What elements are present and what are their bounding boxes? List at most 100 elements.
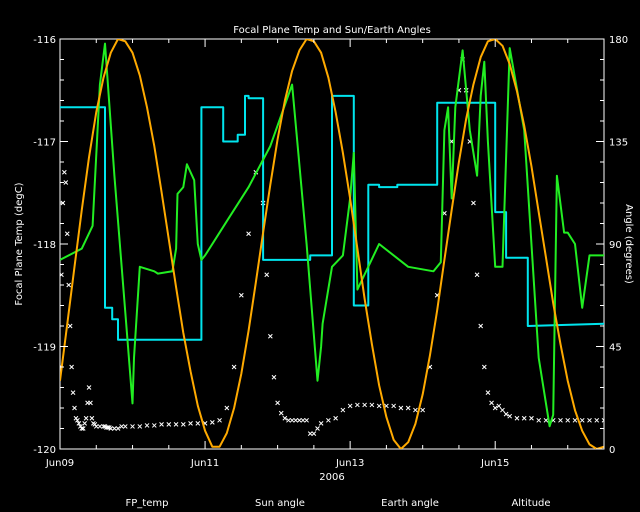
y-right-tick-label: 90 bbox=[609, 240, 622, 251]
fp-temp-point bbox=[507, 413, 513, 419]
fp-temp-point bbox=[60, 272, 64, 278]
fp-temp-point bbox=[195, 421, 201, 426]
fp-temp-point bbox=[188, 421, 193, 426]
fp-temp-point bbox=[376, 403, 382, 409]
fp-temp-point bbox=[137, 424, 143, 429]
x-tick-label: Jun13 bbox=[335, 458, 364, 469]
fp-temp-point bbox=[340, 407, 346, 413]
fp-temp-point bbox=[69, 364, 74, 370]
fp-temp-point bbox=[63, 180, 69, 185]
fp-temp-point bbox=[97, 424, 103, 429]
x-tick-label: Jun15 bbox=[480, 458, 509, 469]
fp-temp-point bbox=[70, 390, 76, 395]
y-right-tick-label: 135 bbox=[609, 138, 628, 149]
axes-layer: Jun09 Jun11 Jun13 Jun15 -116 -117 -118 -119 -120… bbox=[33, 35, 628, 469]
legend-earth-angle: Earth angle bbox=[381, 498, 439, 509]
y-left-tick-label: -118 bbox=[33, 240, 56, 251]
fp-temp-point bbox=[474, 272, 480, 278]
fp-temp-point bbox=[72, 405, 77, 411]
fp-temp-point bbox=[318, 421, 324, 426]
fp-temp-point bbox=[355, 402, 360, 408]
fp-temp-point bbox=[565, 417, 571, 423]
y-axis-left-label: Focal Plane Temp (degC) bbox=[14, 182, 25, 305]
x-tick-label: Jun11 bbox=[190, 458, 219, 469]
fp-temp-point bbox=[405, 405, 411, 411]
fp-temp-point bbox=[503, 411, 509, 417]
fp-temp-point bbox=[151, 423, 157, 428]
fp-temp-point bbox=[391, 403, 397, 409]
fp-temp-point bbox=[224, 405, 230, 411]
fp-temp-point bbox=[587, 417, 592, 423]
fp-temp-point bbox=[83, 415, 89, 421]
fp-temp-point bbox=[300, 417, 306, 423]
series-line bbox=[60, 39, 604, 449]
series-fp-temp bbox=[60, 57, 604, 436]
fp-temp-point bbox=[492, 405, 498, 411]
y-right-tick-label: 0 bbox=[609, 445, 615, 456]
fp-temp-point bbox=[489, 400, 494, 406]
fp-temp-point bbox=[238, 292, 244, 298]
fp-temp-point bbox=[307, 431, 313, 436]
y-right-tick-label: 45 bbox=[609, 343, 622, 354]
fp-temp-point bbox=[289, 417, 295, 423]
y-left-tick-label: -116 bbox=[33, 35, 56, 46]
series-line bbox=[60, 94, 604, 341]
fp-temp-point bbox=[558, 417, 563, 423]
fp-temp-point bbox=[282, 415, 288, 421]
y-left-tick-label: -120 bbox=[33, 445, 56, 456]
fp-temp-point bbox=[594, 417, 600, 423]
fp-temp-point bbox=[246, 231, 251, 237]
series-altitude bbox=[60, 39, 604, 449]
fp-temp-point bbox=[76, 421, 82, 426]
fp-temp-point bbox=[82, 421, 88, 426]
fp-temp-point bbox=[326, 417, 331, 423]
fp-temp-point bbox=[500, 407, 505, 413]
fp-temp-point bbox=[101, 424, 106, 429]
fp-temp-point bbox=[209, 419, 215, 425]
legend-altitude: Altitude bbox=[511, 498, 550, 509]
fp-temp-point bbox=[86, 385, 92, 390]
fp-temp-point bbox=[108, 426, 114, 431]
fp-temp-point bbox=[278, 410, 284, 416]
fp-temp-point bbox=[369, 402, 375, 408]
fp-temp-point bbox=[122, 424, 128, 429]
fp-temp-point bbox=[105, 425, 111, 430]
fp-temp-point bbox=[485, 390, 491, 395]
fp-temp-point bbox=[529, 415, 534, 421]
fp-temp-point bbox=[536, 417, 542, 423]
fp-temp-point bbox=[271, 374, 277, 380]
fp-temp-point bbox=[514, 415, 520, 421]
fp-temp-point bbox=[420, 407, 426, 413]
fp-temp-point bbox=[543, 417, 549, 423]
fp-temp-point bbox=[601, 417, 604, 423]
legend-sun-angle: Sun angle bbox=[255, 498, 305, 509]
y-left-tick-label: -117 bbox=[33, 138, 56, 149]
x-axis-label: 2006 bbox=[319, 472, 344, 483]
fp-temp-point bbox=[521, 415, 527, 421]
fp-temp-point bbox=[64, 231, 70, 237]
fp-temp-point bbox=[217, 417, 222, 423]
y-axis-right-label: Angle (degrees) bbox=[623, 204, 634, 284]
fp-temp-point bbox=[286, 417, 291, 423]
fp-temp-point bbox=[130, 424, 135, 429]
fp-temp-point bbox=[311, 431, 317, 436]
fp-temp-point bbox=[333, 415, 338, 421]
fp-temp-point bbox=[112, 426, 117, 431]
fp-temp-point bbox=[275, 400, 280, 406]
fp-temp-point bbox=[67, 323, 73, 329]
series-layer bbox=[60, 39, 604, 449]
fp-temp-point bbox=[304, 417, 309, 423]
fp-temp-point bbox=[297, 417, 302, 423]
fp-temp-point bbox=[362, 402, 367, 408]
fp-temp-point bbox=[93, 424, 99, 429]
fp-temp-point bbox=[496, 403, 502, 409]
fp-temp-point bbox=[478, 323, 484, 329]
fp-temp-point bbox=[159, 422, 164, 427]
fp-temp-point bbox=[398, 405, 404, 411]
fp-temp-point bbox=[315, 426, 320, 431]
fp-temp-point bbox=[75, 417, 80, 423]
fp-temp-point bbox=[144, 423, 150, 428]
y-right-tick-label: 180 bbox=[609, 35, 628, 46]
